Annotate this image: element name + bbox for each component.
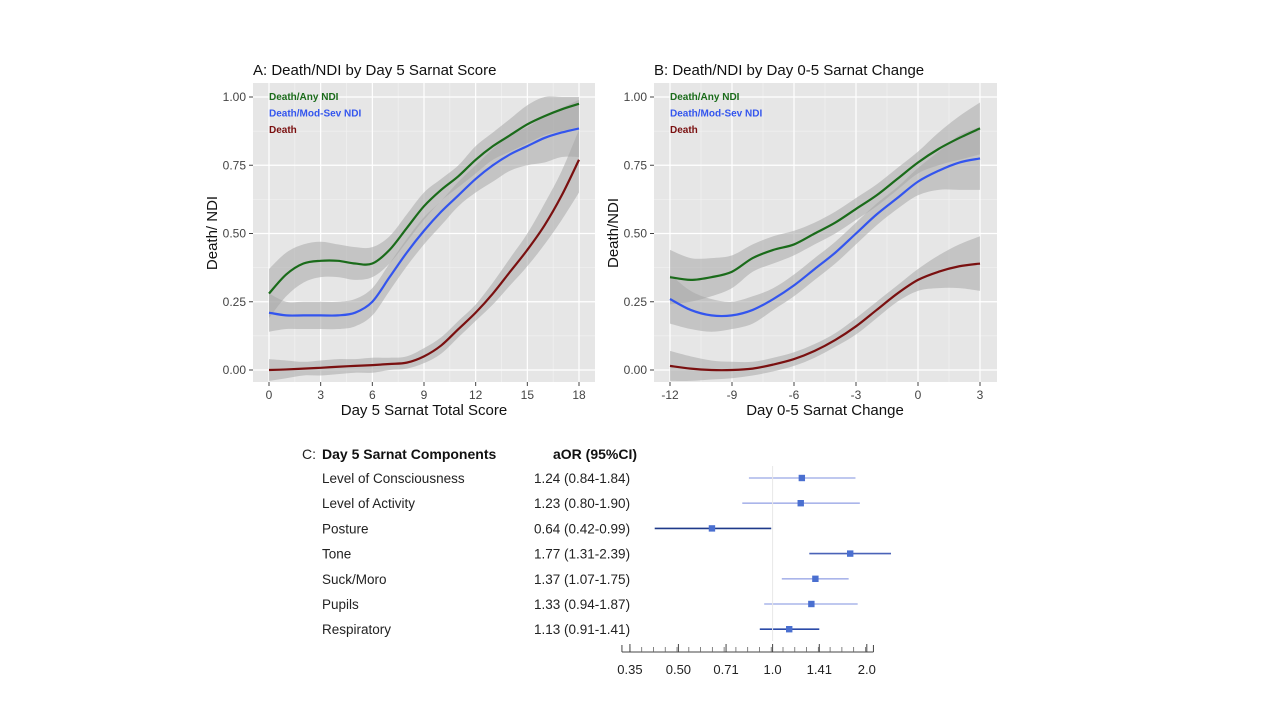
panel-a-ci-band-death bbox=[269, 129, 579, 381]
forest-axis-tick-label: 2.0 bbox=[858, 662, 876, 677]
panel-b-ci-band-death-any-ndi bbox=[670, 102, 980, 305]
panel-b-x-ticks: -12 -9 -6 -3 0 3 bbox=[661, 382, 984, 402]
panel-a-ci-band-death-mod-sev-ndi bbox=[269, 99, 579, 332]
panel-b-title: B: Death/NDI by Day 0-5 Sarnat Change bbox=[654, 62, 924, 79]
panel-a-x-tick-label: 18 bbox=[572, 388, 586, 402]
panel-a-x-tick-label: 15 bbox=[521, 388, 535, 402]
forest-row-label-pupils: Pupils bbox=[322, 597, 359, 612]
panel-a-y-tick-label: 0.25 bbox=[223, 295, 247, 309]
panel-a-lines bbox=[268, 102, 580, 372]
panel-a-legend-death-any-ndi: Death/Any NDI bbox=[269, 92, 339, 103]
forest-row-label-level-of-activity: Level of Activity bbox=[322, 496, 415, 511]
forest-row-label-level-of-consciousness: Level of Consciousness bbox=[322, 471, 465, 486]
panel-b-y-tick-label: 0.25 bbox=[624, 295, 648, 309]
panel-c-column-header: aOR (95%CI) bbox=[553, 446, 637, 462]
panel-a-x-tick-label: 3 bbox=[317, 388, 324, 402]
forest-point-respiratory bbox=[786, 626, 793, 633]
panel-b-lines bbox=[669, 127, 981, 372]
forest-row-value-pupils: 1.33 (0.94-1.87) bbox=[534, 597, 630, 612]
forest-row-label-tone: Tone bbox=[322, 547, 351, 562]
forest-point-level-of-consciousness bbox=[798, 474, 806, 482]
panel-b-x-tick-label: -9 bbox=[727, 388, 738, 402]
panel-a-y-tick-label: 0.75 bbox=[223, 158, 247, 172]
panel-b-y-tick-label: 0.00 bbox=[624, 363, 648, 377]
forest-point-posture bbox=[708, 525, 716, 532]
forest-row-value-suck-moro: 1.37 (1.07-1.75) bbox=[534, 572, 630, 587]
forest-point-suck-moro bbox=[812, 575, 819, 582]
panel-b-ci-band-death-mod-sev-ndi bbox=[670, 127, 980, 332]
forest-axis-tick-label: 0.35 bbox=[617, 662, 642, 677]
forest-axis-tick-label: 1.41 bbox=[807, 662, 832, 677]
panel-a-x-tick-label: 0 bbox=[266, 388, 273, 402]
forest-point-tone bbox=[846, 550, 854, 557]
panel-a-y-tick-label: 1.00 bbox=[223, 90, 247, 104]
forest-point-pupils bbox=[808, 600, 815, 608]
panel-b-y-label: Death/NDI bbox=[605, 198, 622, 268]
panel-a-x-ticks: 0 3 6 9 12 15 18 bbox=[266, 382, 586, 402]
forest-axis-tick-label: 0.50 bbox=[666, 662, 691, 677]
forest-row-label-posture: Posture bbox=[322, 521, 369, 536]
panel-c-forest-plot: C: Day 5 Sarnat Components aOR (95%CI) L… bbox=[302, 446, 892, 677]
panel-b-legend-death-mod-sev-ndi: Death/Mod-Sev NDI bbox=[670, 109, 762, 120]
panel-a-title: A: Death/NDI by Day 5 Sarnat Score bbox=[253, 62, 496, 79]
panel-b-legend-death-any-ndi: Death/Any NDI bbox=[670, 92, 740, 103]
panel-a-y-label: Death/ NDI bbox=[204, 196, 221, 270]
panel-b-legend: Death/Any NDI Death/Mod-Sev NDI Death bbox=[670, 92, 762, 136]
panel-b-line-death bbox=[669, 262, 981, 372]
panel-b-ci-bands bbox=[670, 102, 980, 382]
panel-a-y-tick-label: 0.00 bbox=[223, 363, 247, 377]
panel-a-x-tick-label: 6 bbox=[369, 388, 376, 402]
panel-c-label: C: bbox=[302, 446, 316, 462]
panel-b-legend-death: Death bbox=[670, 125, 698, 136]
forest-rows: Level of Consciousness 1.24 (0.84-1.84) Le… bbox=[322, 471, 892, 637]
forest-axis-tick-label: 1.0 bbox=[764, 662, 782, 677]
forest-row-value-tone: 1.77 (1.31-2.39) bbox=[534, 547, 630, 562]
panel-a-x-label: Day 5 Sarnat Total Score bbox=[341, 402, 507, 419]
panel-a-legend: Death/Any NDI Death/Mod-Sev NDI Death bbox=[269, 92, 361, 136]
panel-b-x-tick-label: 3 bbox=[977, 388, 984, 402]
panel-b-line-death-mod-sev-ndi bbox=[669, 157, 981, 318]
panel-b-y-ticks: 0.00 0.25 0.50 0.75 1.00 bbox=[624, 90, 654, 377]
panel-b-x-tick-label: -12 bbox=[661, 388, 679, 402]
forest-row-value-respiratory: 1.13 (0.91-1.41) bbox=[534, 622, 630, 637]
panel-b-x-label: Day 0-5 Sarnat Change bbox=[746, 402, 904, 419]
panel-a-line-death-mod-sev-ndi bbox=[268, 127, 580, 317]
panel-a: A: Death/NDI by Day 5 Sarnat Score 0 3 6 9 1… bbox=[204, 62, 595, 419]
panel-b-x-tick-label: 0 bbox=[915, 388, 922, 402]
panel-b-y-tick-label: 0.75 bbox=[624, 158, 648, 172]
forest-row-value-level-of-consciousness: 1.24 (0.84-1.84) bbox=[534, 471, 630, 486]
forest-row-value-posture: 0.64 (0.42-0.99) bbox=[534, 521, 630, 536]
panel-a-y-tick-label: 0.50 bbox=[223, 227, 247, 241]
panel-a-line-death bbox=[268, 159, 580, 372]
panel-a-x-tick-label: 9 bbox=[421, 388, 428, 402]
panel-a-legend-death-mod-sev-ndi: Death/Mod-Sev NDI bbox=[269, 109, 361, 120]
panel-a-y-ticks: 0.00 0.25 0.50 0.75 1.00 bbox=[223, 90, 253, 377]
forest-point-level-of-activity bbox=[797, 500, 804, 507]
panel-b-line-death-any-ndi bbox=[669, 127, 981, 282]
panel-a-line-death-any-ndi bbox=[268, 102, 580, 295]
panel-b: B: Death/NDI by Day 0-5 Sarnat Change -1… bbox=[605, 62, 997, 419]
forest-row-label-suck-moro: Suck/Moro bbox=[322, 572, 387, 587]
panel-a-x-tick-label: 12 bbox=[469, 388, 483, 402]
panel-a-legend-death: Death bbox=[269, 125, 297, 136]
forest-row-label-respiratory: Respiratory bbox=[322, 622, 391, 637]
panel-b-y-tick-label: 0.50 bbox=[624, 227, 648, 241]
forest-axis: 0.35 0.50 0.71 1.0 1.41 2.0 bbox=[617, 466, 876, 677]
panel-c-title: Day 5 Sarnat Components bbox=[322, 446, 496, 462]
panel-b-x-tick-label: -3 bbox=[851, 388, 862, 402]
forest-row-value-level-of-activity: 1.23 (0.80-1.90) bbox=[534, 496, 630, 511]
panel-b-ci-band-death bbox=[670, 236, 980, 382]
panel-b-x-tick-label: -6 bbox=[789, 388, 800, 402]
panel-b-y-tick-label: 1.00 bbox=[624, 90, 648, 104]
forest-axis-tick-label: 0.71 bbox=[713, 662, 738, 677]
